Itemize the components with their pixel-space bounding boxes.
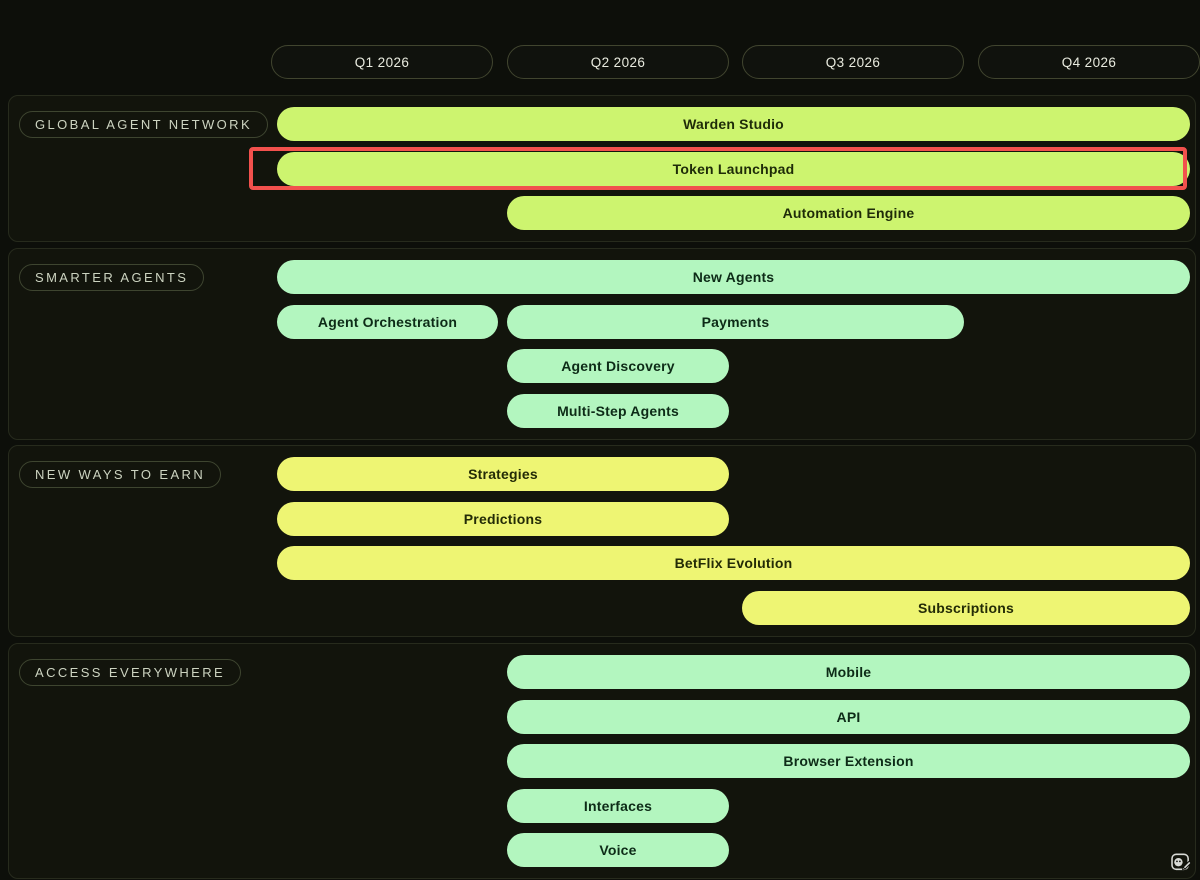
quarter-pill-1[interactable]: Q1 2026 (271, 45, 493, 79)
lane-label: GLOBAL AGENT NETWORK (19, 111, 269, 138)
roadmap-bar-browser-extension[interactable]: Browser Extension (507, 744, 1190, 778)
roadmap-bar-voice[interactable]: Voice (507, 833, 729, 867)
roadmap-bar-agent-orchestration[interactable]: Agent Orchestration (277, 304, 498, 339)
roadmap-bar-warden-studio[interactable]: Warden Studio (277, 107, 1190, 141)
lane-label: NEW WAYS TO EARN (19, 461, 222, 488)
quarter-pill-4[interactable]: Q4 2026 (978, 45, 1200, 79)
roadmap-bar-automation-engine[interactable]: Automation Engine (507, 196, 1190, 230)
roadmap-bar-new-agents[interactable]: New Agents (277, 260, 1190, 294)
roadmap-bar-payments[interactable]: Payments (507, 304, 964, 339)
roadmap-bar-api[interactable]: API (507, 699, 1190, 734)
lane-label: ACCESS EVERYWHERE (19, 659, 242, 686)
roadmap-bar-predictions[interactable]: Predictions (277, 501, 729, 536)
quarter-pill-3[interactable]: Q3 2026 (742, 45, 964, 79)
roadmap-bar-token-launchpad[interactable]: Token Launchpad (277, 151, 1190, 186)
quarter-pill-2[interactable]: Q2 2026 (507, 45, 729, 79)
roadmap-bar-mobile[interactable]: Mobile (507, 655, 1190, 689)
lane-label: SMARTER AGENTS (19, 264, 205, 291)
roadmap-bar-strategies[interactable]: Strategies (277, 457, 729, 491)
roadmap-bar-subscriptions[interactable]: Subscriptions (742, 590, 1190, 625)
highlight-box (249, 147, 1187, 190)
roadmap-bar-agent-discovery[interactable]: Agent Discovery (507, 349, 729, 383)
image-edit-icon[interactable] (1170, 851, 1192, 873)
roadmap-bar-betflix-evolution[interactable]: BetFlix Evolution (277, 546, 1190, 580)
roadmap-bar-interfaces[interactable]: Interfaces (507, 788, 729, 823)
roadmap-bar-multi-step-agents[interactable]: Multi-Step Agents (507, 393, 729, 428)
